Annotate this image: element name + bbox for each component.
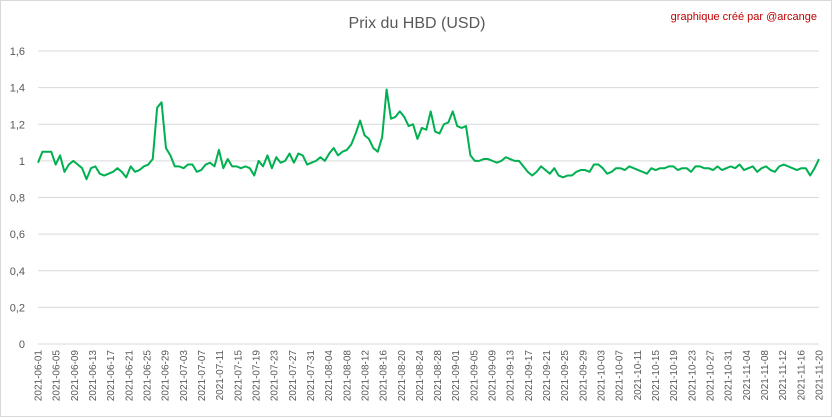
y-tick-label: 0,8 xyxy=(10,193,25,205)
y-tick-label: 1,4 xyxy=(10,83,25,95)
x-tick-label: 2021-06-25 xyxy=(142,350,153,402)
y-tick-label: 0,6 xyxy=(10,229,25,241)
x-tick-label: 2021-08-04 xyxy=(324,350,335,402)
x-tick-label: 2021-06-29 xyxy=(161,350,172,402)
x-tick-label: 2021-09-09 xyxy=(488,350,499,402)
x-tick-label: 2021-08-16 xyxy=(379,350,390,402)
x-tick-label: 2021-06-13 xyxy=(88,350,99,402)
x-tick-label: 2021-06-09 xyxy=(70,350,81,402)
x-tick-label: 2021-07-03 xyxy=(179,350,190,402)
y-tick-label: 1 xyxy=(19,156,25,168)
x-tick-label: 2021-07-23 xyxy=(270,350,281,402)
y-tick-label: 1,2 xyxy=(10,119,25,131)
x-tick-label: 2021-10-11 xyxy=(633,350,644,401)
x-tick-label: 2021-07-15 xyxy=(233,350,244,402)
y-tick-label: 1,6 xyxy=(10,46,25,58)
x-tick-label: 2021-10-07 xyxy=(615,350,626,402)
x-tick-label: 2021-10-15 xyxy=(651,350,662,402)
x-tick-label: 2021-07-19 xyxy=(251,350,262,402)
x-tick-label: 2021-09-29 xyxy=(578,350,589,402)
x-tick-label: 2021-06-05 xyxy=(52,350,63,402)
price-series-line xyxy=(37,88,820,181)
x-tick-label: 2021-11-20 xyxy=(815,350,826,401)
y-tick-label: 0,4 xyxy=(10,266,25,278)
x-tick-label: 2021-06-17 xyxy=(106,350,117,402)
x-tick-label: 2021-11-16 xyxy=(796,350,807,401)
x-axis-ticks: 2021-06-01 2021-06-05 2021-06-09 2021-06-13… xyxy=(34,350,826,402)
x-tick-label: 2021-10-31 xyxy=(724,350,735,402)
x-tick-label: 2021-07-27 xyxy=(288,350,299,402)
x-tick-label: 2021-09-01 xyxy=(451,350,462,402)
x-tick-label: 2021-06-21 xyxy=(124,350,135,402)
x-tick-label: 2021-11-08 xyxy=(760,350,771,401)
x-tick-label: 2021-10-23 xyxy=(687,350,698,402)
x-tick-label: 2021-08-12 xyxy=(360,350,371,402)
x-tick-label: 2021-07-31 xyxy=(306,350,317,402)
x-tick-label: 2021-08-28 xyxy=(433,350,444,402)
x-tick-label: 2021-07-07 xyxy=(197,350,208,402)
x-tick-label: 2021-09-25 xyxy=(560,350,571,402)
chart-title: Prix du HBD (USD) xyxy=(348,15,486,32)
x-tick-label: 2021-08-20 xyxy=(397,350,408,402)
chart-credit: graphique créé par @arcange xyxy=(670,11,817,23)
x-tick-label: 2021-08-24 xyxy=(415,350,426,402)
series-layer xyxy=(37,88,820,181)
x-tick-label: 2021-06-01 xyxy=(34,350,45,402)
x-tick-label: 2021-09-05 xyxy=(469,350,480,402)
x-tick-label: 2021-08-08 xyxy=(342,350,353,402)
x-tick-label: 2021-09-21 xyxy=(542,350,553,402)
x-tick-label: 2021-09-13 xyxy=(506,350,517,402)
x-tick-label: 2021-10-27 xyxy=(706,350,717,402)
gridlines xyxy=(38,50,819,345)
x-tick-label: 2021-11-04 xyxy=(742,350,753,401)
y-axis-ticks: 0 0,2 0,4 0,6 0,8 1 1,2 1,4 1,6 xyxy=(10,46,25,351)
x-tick-label: 2021-10-03 xyxy=(597,350,608,402)
x-tick-label: 2021-11-12 xyxy=(778,350,789,401)
y-tick-label: 0 xyxy=(19,339,25,351)
x-tick-label: 2021-07-11 xyxy=(215,350,226,401)
y-tick-label: 0,2 xyxy=(10,302,25,314)
x-tick-label: 2021-09-17 xyxy=(524,350,535,402)
x-tick-label: 2021-10-19 xyxy=(669,350,680,402)
